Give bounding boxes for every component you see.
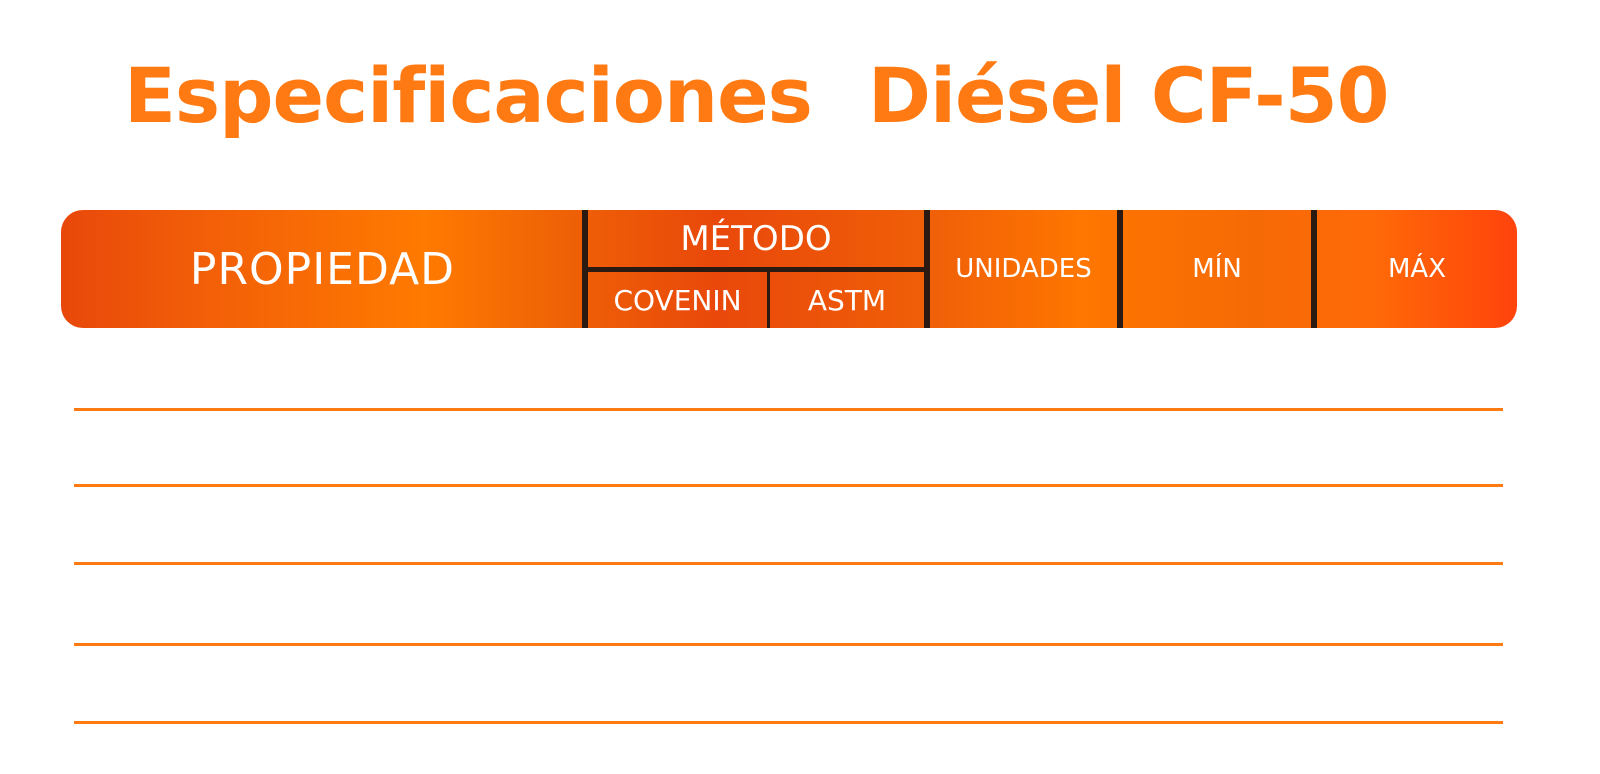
header-propiedad: PROPIEDAD [189,243,456,295]
header-divider [924,210,930,328]
header-max: MÁX [1387,254,1447,284]
header-astm: ASTM [807,283,887,317]
page-title: Especificaciones Diésel CF-50 [124,46,1389,146]
header-divider [1311,210,1317,328]
header-metodo: MÉTODO [680,219,832,259]
table-row-line [74,643,1503,646]
header-unidades: UNIDADES [955,254,1092,284]
header-covenin: COVENIN [613,283,742,317]
title-product-name: Diésel CF-50 [867,51,1390,140]
table-row-line [74,562,1503,565]
title-word-especificaciones: Especificaciones [124,51,813,140]
table-row-line [74,721,1503,724]
header-divider [588,267,924,272]
header-divider [1117,210,1123,328]
table-header: PROPIEDAD MÉTODO COVENIN ASTM UNIDADES M… [61,210,1517,328]
table-row-line [74,484,1503,487]
header-min: MÍN [1192,254,1242,284]
header-divider [582,210,588,328]
table-row-line [74,408,1503,411]
header-divider [767,272,770,328]
